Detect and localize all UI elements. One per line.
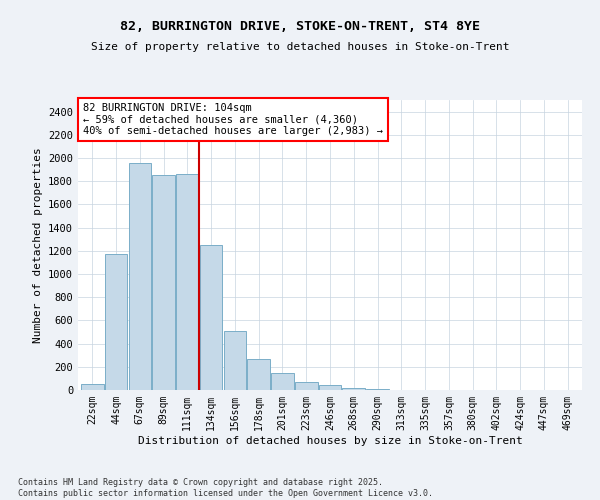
Text: 82 BURRINGTON DRIVE: 104sqm
← 59% of detached houses are smaller (4,360)
40% of : 82 BURRINGTON DRIVE: 104sqm ← 59% of det… [83,103,383,136]
Bar [295,382,317,390]
Bar [343,388,365,390]
Bar [128,162,151,390]
Bar [81,384,104,390]
Bar [319,386,341,390]
Text: Size of property relative to detached houses in Stoke-on-Trent: Size of property relative to detached ho… [91,42,509,52]
Bar [224,331,246,390]
Bar [200,245,223,390]
Bar [176,174,199,390]
X-axis label: Distribution of detached houses by size in Stoke-on-Trent: Distribution of detached houses by size … [137,436,523,446]
Y-axis label: Number of detached properties: Number of detached properties [32,147,43,343]
Bar [152,176,175,390]
Bar [271,372,294,390]
Bar [105,254,127,390]
Text: 82, BURRINGTON DRIVE, STOKE-ON-TRENT, ST4 8YE: 82, BURRINGTON DRIVE, STOKE-ON-TRENT, ST… [120,20,480,33]
Text: Contains HM Land Registry data © Crown copyright and database right 2025.
Contai: Contains HM Land Registry data © Crown c… [18,478,433,498]
Bar [247,358,270,390]
